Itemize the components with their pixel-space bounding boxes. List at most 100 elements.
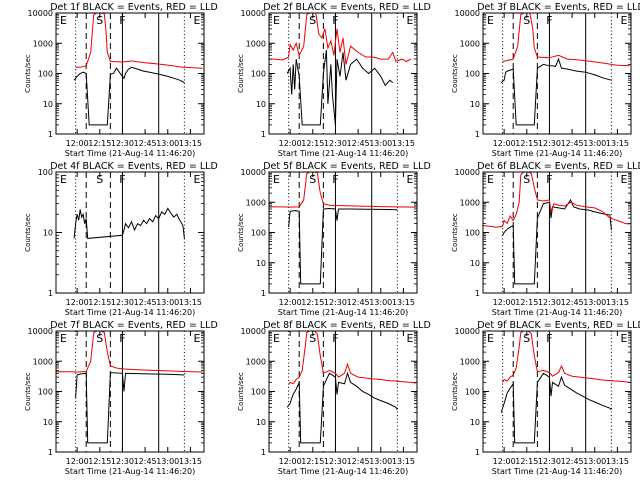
- series-line: [56, 331, 203, 373]
- x-tick-label: 12:15: [88, 457, 111, 466]
- chart-title: Det 1f BLACK = Events, RED = LLD: [50, 2, 218, 13]
- x-axis-label: Start Time (21-Aug-14 11:46:20): [65, 467, 196, 476]
- x-tick-label: 13:15: [392, 457, 415, 466]
- y-tick-label: 10: [256, 100, 266, 109]
- y-tick-label: 1000: [460, 198, 480, 207]
- y-tick-label: 1: [48, 448, 53, 457]
- plot-frame: [268, 12, 418, 135]
- phase-marker: S: [309, 14, 316, 27]
- x-tick-label: 12:15: [301, 139, 324, 148]
- y-tick-label: 1: [261, 130, 266, 139]
- chart-title: Det 3f BLACK = Events, RED = LLD: [477, 2, 640, 13]
- x-axis-label: Start Time (21-Aug-14 11:46:20): [65, 308, 196, 317]
- y-tick-label: 100: [465, 229, 480, 238]
- series-line: [286, 49, 394, 126]
- y-axis-label: Counts/sec: [451, 372, 459, 411]
- y-tick-label: 10: [43, 418, 53, 427]
- x-tick-label: 12:15: [515, 457, 538, 466]
- y-tick-label: 10: [256, 259, 266, 268]
- x-tick-label: 12:30: [324, 139, 347, 148]
- x-axis-label: Start Time (21-Aug-14 11:46:20): [492, 467, 623, 476]
- y-tick-label: 1000: [246, 198, 266, 207]
- y-tick-label: 10000: [28, 327, 53, 336]
- x-tick-label: 12:30: [111, 298, 134, 307]
- x-tick-label: 13:15: [392, 298, 415, 307]
- plot-frame: [55, 12, 205, 135]
- y-axis-label: Counts/sec: [237, 372, 245, 411]
- phase-marker: E: [621, 14, 628, 27]
- phase-marker: E: [273, 332, 280, 345]
- x-tick-label: 12:15: [88, 298, 111, 307]
- x-axis-label: Start Time (21-Aug-14 11:46:20): [65, 149, 196, 158]
- plot-frame: [482, 330, 632, 453]
- phase-marker: F: [546, 332, 552, 345]
- phase-marker: F: [332, 173, 338, 186]
- x-tick-label: 12:00: [66, 457, 89, 466]
- chart-title: Det 8f BLACK = Events, RED = LLD: [263, 320, 431, 331]
- y-tick-label: 10: [256, 418, 266, 427]
- phase-marker: E: [407, 332, 414, 345]
- x-tick-label: 12:00: [279, 139, 302, 148]
- x-tick-label: 12:30: [538, 139, 561, 148]
- series-line: [269, 13, 412, 65]
- chart-title: Det 9f BLACK = Events, RED = LLD: [477, 320, 640, 331]
- x-tick-label: 13:00: [369, 298, 392, 307]
- phase-marker: S: [523, 332, 530, 345]
- phase-marker: E: [407, 14, 414, 27]
- x-tick-label: 12:30: [111, 139, 134, 148]
- phase-marker: F: [119, 173, 125, 186]
- y-tick-label: 10: [470, 100, 480, 109]
- y-tick-label: 1000: [246, 357, 266, 366]
- series-line: [502, 198, 612, 285]
- y-tick-label: 1000: [460, 39, 480, 48]
- y-tick-label: 10: [470, 259, 480, 268]
- y-tick-label: 100: [465, 70, 480, 79]
- y-tick-label: 1: [475, 130, 480, 139]
- x-tick-label: 12:45: [561, 457, 584, 466]
- phase-marker: E: [60, 14, 67, 27]
- x-tick-label: 13:15: [179, 139, 202, 148]
- x-tick-label: 12:30: [538, 457, 561, 466]
- x-tick-label: 13:00: [156, 139, 179, 148]
- y-tick-label: 1000: [460, 357, 480, 366]
- x-tick-label: 13:00: [583, 457, 606, 466]
- y-tick-label: 100: [38, 388, 53, 397]
- phase-marker: E: [194, 173, 201, 186]
- phase-marker: F: [332, 14, 338, 27]
- x-tick-label: 12:00: [279, 457, 302, 466]
- series-line: [75, 13, 203, 69]
- y-axis-label: Counts/sec: [451, 54, 459, 93]
- x-tick-label: 12:15: [301, 298, 324, 307]
- x-tick-label: 13:00: [583, 139, 606, 148]
- x-tick-label: 12:15: [515, 298, 538, 307]
- y-tick-label: 1: [48, 130, 53, 139]
- y-axis-label: Counts/sec: [451, 213, 459, 252]
- series-line: [500, 372, 612, 444]
- y-tick-label: 1000: [33, 357, 53, 366]
- x-tick-label: 13:15: [606, 457, 629, 466]
- x-tick-label: 12:45: [347, 298, 370, 307]
- phase-marker: S: [309, 332, 316, 345]
- y-tick-label: 100: [251, 70, 266, 79]
- x-tick-label: 12:00: [66, 298, 89, 307]
- x-tick-label: 13:15: [179, 457, 202, 466]
- x-tick-label: 12:30: [324, 457, 347, 466]
- y-tick-label: 10000: [241, 9, 266, 18]
- x-tick-label: 12:45: [347, 457, 370, 466]
- y-tick-label: 10: [470, 418, 480, 427]
- series-line: [286, 371, 398, 444]
- y-tick-label: 1000: [33, 39, 53, 48]
- series-line: [73, 207, 185, 239]
- x-tick-label: 13:15: [392, 139, 415, 148]
- chart-title: Det 7f BLACK = Events, RED = LLD: [50, 320, 218, 331]
- y-tick-label: 10000: [241, 168, 266, 177]
- y-tick-label: 1: [475, 448, 480, 457]
- phase-marker: E: [621, 332, 628, 345]
- phase-marker: S: [96, 14, 103, 27]
- series-line: [500, 57, 612, 126]
- x-tick-label: 12:45: [561, 298, 584, 307]
- y-tick-label: 1: [475, 289, 480, 298]
